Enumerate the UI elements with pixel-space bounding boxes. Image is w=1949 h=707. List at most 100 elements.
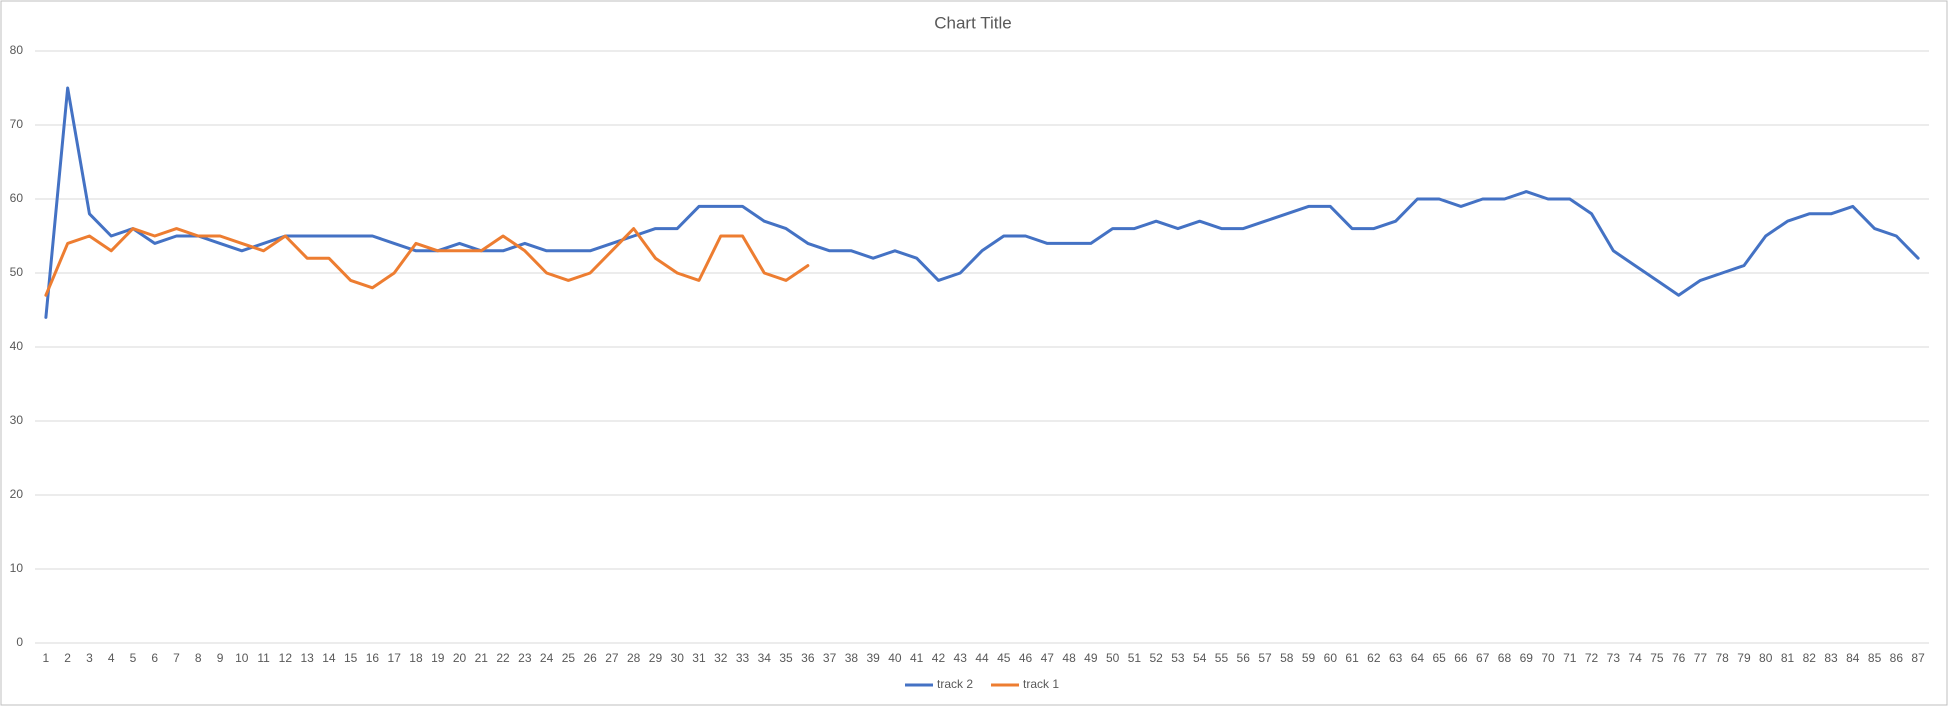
- y-tick-label: 10: [10, 561, 24, 575]
- x-tick-label: 64: [1411, 651, 1425, 665]
- x-tick-label: 58: [1280, 651, 1294, 665]
- x-tick-label: 10: [235, 651, 249, 665]
- x-tick-label: 48: [1062, 651, 1076, 665]
- x-tick-label: 35: [779, 651, 793, 665]
- x-tick-label: 37: [823, 651, 837, 665]
- x-tick-label: 61: [1345, 651, 1359, 665]
- x-tick-label: 28: [627, 651, 641, 665]
- x-tick-label: 74: [1628, 651, 1642, 665]
- x-tick-label: 42: [932, 651, 946, 665]
- y-tick-label: 50: [10, 265, 24, 279]
- x-tick-label: 86: [1890, 651, 1904, 665]
- x-tick-label: 79: [1737, 651, 1751, 665]
- x-tick-label: 73: [1607, 651, 1621, 665]
- x-tick-label: 51: [1128, 651, 1142, 665]
- x-tick-label: 78: [1716, 651, 1730, 665]
- x-tick-label: 17: [388, 651, 402, 665]
- x-tick-label: 84: [1846, 651, 1860, 665]
- x-tick-label: 6: [151, 651, 158, 665]
- x-tick-label: 20: [453, 651, 467, 665]
- x-tick-label: 18: [409, 651, 423, 665]
- x-tick-label: 16: [366, 651, 380, 665]
- x-tick-label: 44: [975, 651, 989, 665]
- x-tick-label: 30: [671, 651, 685, 665]
- x-tick-label: 34: [758, 651, 772, 665]
- x-tick-label: 38: [845, 651, 859, 665]
- x-tick-label: 54: [1193, 651, 1207, 665]
- x-tick-label: 85: [1868, 651, 1882, 665]
- x-tick-label: 87: [1911, 651, 1925, 665]
- x-tick-label: 69: [1520, 651, 1534, 665]
- x-tick-label: 49: [1084, 651, 1098, 665]
- x-tick-label: 62: [1367, 651, 1381, 665]
- x-tick-label: 36: [801, 651, 815, 665]
- x-tick-label: 59: [1302, 651, 1316, 665]
- x-tick-label: 65: [1432, 651, 1446, 665]
- x-tick-label: 83: [1824, 651, 1838, 665]
- x-tick-label: 75: [1650, 651, 1664, 665]
- x-tick-label: 21: [475, 651, 489, 665]
- x-tick-label: 25: [562, 651, 576, 665]
- x-tick-label: 82: [1803, 651, 1817, 665]
- x-tick-label: 77: [1694, 651, 1708, 665]
- x-tick-label: 46: [1019, 651, 1033, 665]
- x-tick-label: 67: [1476, 651, 1490, 665]
- x-tick-label: 24: [540, 651, 554, 665]
- x-tick-label: 19: [431, 651, 445, 665]
- y-tick-label: 40: [10, 339, 24, 353]
- x-tick-label: 29: [649, 651, 663, 665]
- x-tick-label: 1: [43, 651, 50, 665]
- chart-title: Chart Title: [934, 13, 1011, 32]
- legend-label: track 2: [937, 677, 973, 691]
- x-tick-label: 7: [173, 651, 180, 665]
- x-tick-label: 70: [1541, 651, 1555, 665]
- series-line: [44, 227, 810, 297]
- x-tick-label: 13: [300, 651, 314, 665]
- y-tick-label: 20: [10, 487, 24, 501]
- series-line: [44, 86, 1920, 319]
- x-tick-label: 63: [1389, 651, 1403, 665]
- x-tick-label: 12: [279, 651, 293, 665]
- x-tick-label: 56: [1237, 651, 1251, 665]
- x-tick-label: 72: [1585, 651, 1599, 665]
- x-tick-label: 57: [1258, 651, 1272, 665]
- x-tick-label: 32: [714, 651, 728, 665]
- x-tick-label: 9: [217, 651, 224, 665]
- x-tick-label: 3: [86, 651, 93, 665]
- x-tick-label: 47: [1041, 651, 1055, 665]
- x-tick-label: 53: [1171, 651, 1185, 665]
- y-tick-label: 60: [10, 191, 24, 205]
- x-tick-label: 40: [888, 651, 902, 665]
- y-tick-label: 30: [10, 413, 24, 427]
- x-tick-label: 76: [1672, 651, 1686, 665]
- x-tick-label: 22: [496, 651, 510, 665]
- x-tick-label: 33: [736, 651, 750, 665]
- x-tick-label: 45: [997, 651, 1011, 665]
- x-tick-label: 43: [954, 651, 968, 665]
- y-tick-label: 0: [16, 635, 23, 649]
- x-tick-label: 41: [910, 651, 924, 665]
- x-tick-label: 66: [1454, 651, 1468, 665]
- x-tick-label: 68: [1498, 651, 1512, 665]
- x-tick-label: 2: [64, 651, 71, 665]
- x-tick-label: 55: [1215, 651, 1229, 665]
- y-tick-label: 70: [10, 117, 24, 131]
- x-tick-label: 31: [692, 651, 706, 665]
- x-tick-label: 27: [605, 651, 619, 665]
- x-tick-label: 50: [1106, 651, 1120, 665]
- x-tick-label: 8: [195, 651, 202, 665]
- x-tick-label: 81: [1781, 651, 1795, 665]
- x-tick-label: 80: [1759, 651, 1773, 665]
- x-tick-label: 15: [344, 651, 358, 665]
- x-tick-label: 23: [518, 651, 532, 665]
- y-tick-label: 80: [10, 43, 24, 57]
- x-tick-label: 71: [1563, 651, 1577, 665]
- x-tick-label: 52: [1149, 651, 1163, 665]
- x-tick-label: 26: [583, 651, 597, 665]
- x-tick-label: 14: [322, 651, 336, 665]
- x-tick-label: 4: [108, 651, 115, 665]
- x-tick-label: 11: [257, 651, 270, 665]
